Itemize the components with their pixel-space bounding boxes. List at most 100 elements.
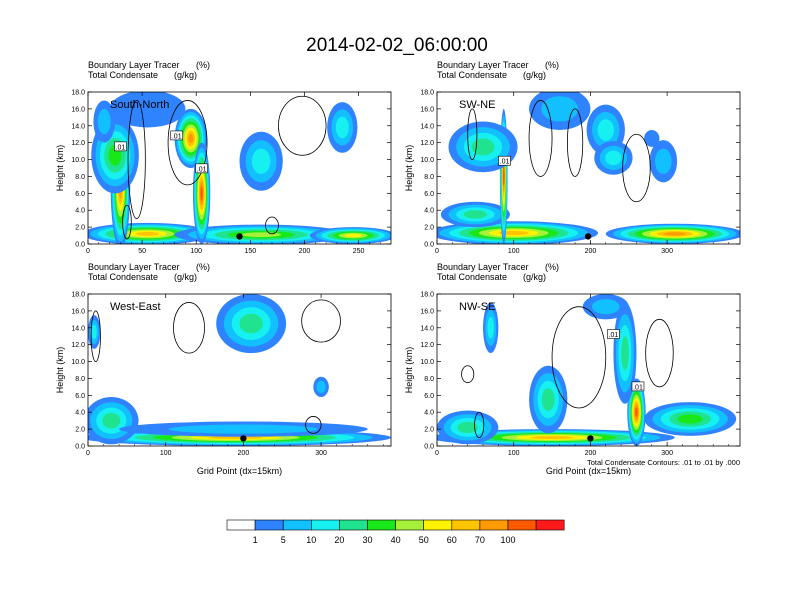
- y-tick-label: 14.0: [420, 123, 434, 130]
- y-tick-label: 8.0: [75, 174, 85, 181]
- condensate-contour-3: [467, 108, 478, 160]
- contour-label-box-0: [498, 155, 511, 166]
- colorbar-label-100: 100: [500, 535, 515, 545]
- y-tick-label: 2.0: [424, 427, 434, 434]
- panel-south-north: Boundary Layer Tracer (%) Total Condensate…: [55, 60, 392, 255]
- panel-subtitle-2: Total Condensate: [88, 272, 158, 282]
- y-tick-label: 18.0: [71, 292, 85, 299]
- panel-sw-ne: Boundary Layer Tracer (%) Total Condensate…: [404, 60, 741, 255]
- y-tick-label: 4.0: [75, 410, 85, 417]
- y-tick-label: 0.0: [424, 444, 434, 451]
- panel-west-east: Boundary Layer Tracer (%) Total Condensate…: [55, 262, 392, 476]
- colorbar-swatch-8: [451, 519, 481, 531]
- condensate-contour-2: [622, 133, 651, 203]
- contour-label-0: .01: [500, 159, 510, 166]
- location-marker: [587, 435, 594, 442]
- tracer-blob-8-level-10: [200, 186, 203, 201]
- tracer-fill: [437, 294, 737, 446]
- colorbar-label-5: 5: [281, 535, 286, 545]
- condensate-contour-2: [90, 310, 101, 362]
- x-tick-label: 0: [86, 450, 90, 457]
- tracer-blob-0-level-8: [498, 230, 529, 236]
- panel-subtitle-1-unit: (%): [545, 60, 559, 70]
- tracer-blob-10-level-3: [335, 116, 349, 139]
- panel-subtitle-2-unit: (g/kg): [174, 272, 197, 282]
- contour-label-box-0: [114, 141, 127, 152]
- y-tick-label: 2.0: [75, 225, 85, 232]
- y-axis-label: Height (km): [404, 145, 414, 192]
- panel-label: South-North: [110, 99, 169, 111]
- panel-subtitle-2-unit: (g/kg): [174, 70, 197, 80]
- condensate-contour-4: [265, 216, 279, 235]
- tracer-blob-0-level-8: [136, 231, 159, 236]
- plot-frame: [87, 293, 392, 447]
- colorbar-swatch-5: [367, 519, 396, 531]
- condensate-contour-0: [173, 302, 205, 354]
- y-tick-label: 16.0: [420, 308, 434, 315]
- x-tick-label: 300: [315, 450, 327, 457]
- y-tick-label: 6.0: [424, 191, 434, 198]
- x-tick-label: 50: [138, 248, 146, 255]
- y-tick-label: 4.0: [75, 208, 85, 215]
- y-tick-label: 0.0: [424, 242, 434, 249]
- location-marker: [236, 233, 243, 240]
- tracer-blob-6-level-1: [109, 92, 186, 128]
- condensate-contours: .01 .01: [461, 306, 674, 438]
- tracer-blob-4-level-4: [471, 138, 495, 156]
- y-tick-label: 10.0: [71, 157, 85, 164]
- colorbar-label-30: 30: [362, 535, 372, 545]
- contour-label-0: .01: [116, 144, 126, 151]
- contour-label-1: .01: [172, 133, 182, 140]
- x-tick-label: 200: [238, 450, 250, 457]
- tracer-blob-1-level-4: [457, 421, 478, 434]
- panel-subtitle-2: Total Condensate: [437, 272, 507, 282]
- x-tick-label: 150: [244, 248, 256, 255]
- x-tick-label: 300: [661, 450, 673, 457]
- tracer-blob-4-level-4: [621, 336, 629, 370]
- contour-label-box-1: [170, 130, 184, 141]
- colorbar-swatch-3: [310, 519, 340, 531]
- panel-label: West-East: [110, 301, 161, 313]
- colorbar-swatch-4: [339, 519, 368, 531]
- tracer-blob-1-level-4: [102, 412, 121, 429]
- y-tick-label: 10.0: [71, 359, 85, 366]
- plot-frame: [436, 91, 741, 245]
- y-tick-label: 8.0: [424, 174, 434, 181]
- tracer-blob-6-level-3: [597, 119, 614, 141]
- x-axis-label: Grid Point (dx=15km): [546, 466, 631, 476]
- y-tick-label: 14.0: [420, 325, 434, 332]
- y-tick-label: 16.0: [420, 106, 434, 113]
- plot-frame: [436, 293, 741, 447]
- y-tick-label: 10.0: [420, 157, 434, 164]
- condensate-contour-3: [474, 411, 485, 438]
- y-tick-label: 14.0: [71, 325, 85, 332]
- x-tick-label: 100: [160, 450, 172, 457]
- tracer-blob-3-level-10: [635, 407, 638, 418]
- contour-label-box-0: [607, 329, 620, 339]
- colorbar: 1 5 10 20 30 40 50 60 70 100: [226, 519, 565, 545]
- condensate-contours: .01 .01 .01: [114, 95, 327, 240]
- y-axis-label: Height (km): [404, 347, 414, 394]
- y-tick-label: 18.0: [420, 90, 434, 97]
- panel-label: SW-NE: [459, 99, 495, 111]
- condensate-contour-1: [167, 100, 208, 186]
- condensate-contour-2: [461, 365, 475, 384]
- colorbar-swatch-7: [423, 519, 453, 531]
- contour-label-0: .01: [609, 332, 619, 339]
- y-tick-label: 8.0: [424, 376, 434, 383]
- tracer-fill: [437, 92, 740, 244]
- y-tick-label: 6.0: [424, 393, 434, 400]
- condensate-contours: .01: [467, 100, 651, 203]
- tracer-blob-5-level-2: [316, 380, 326, 393]
- y-tick-label: 18.0: [71, 90, 85, 97]
- y-tick-label: 14.0: [71, 123, 85, 130]
- panel-subtitle-2: Total Condensate: [437, 70, 507, 80]
- x-tick-label: 100: [508, 450, 520, 457]
- tracer-blob-8-level-2: [655, 148, 672, 174]
- y-tick-label: 12.0: [420, 140, 434, 147]
- panel-nw-se: Boundary Layer Tracer (%) Total Condensate…: [404, 262, 741, 476]
- condensate-contour-3: [305, 416, 322, 434]
- y-tick-label: 4.0: [424, 208, 434, 215]
- panel-subtitle-2-unit: (g/kg): [523, 272, 546, 282]
